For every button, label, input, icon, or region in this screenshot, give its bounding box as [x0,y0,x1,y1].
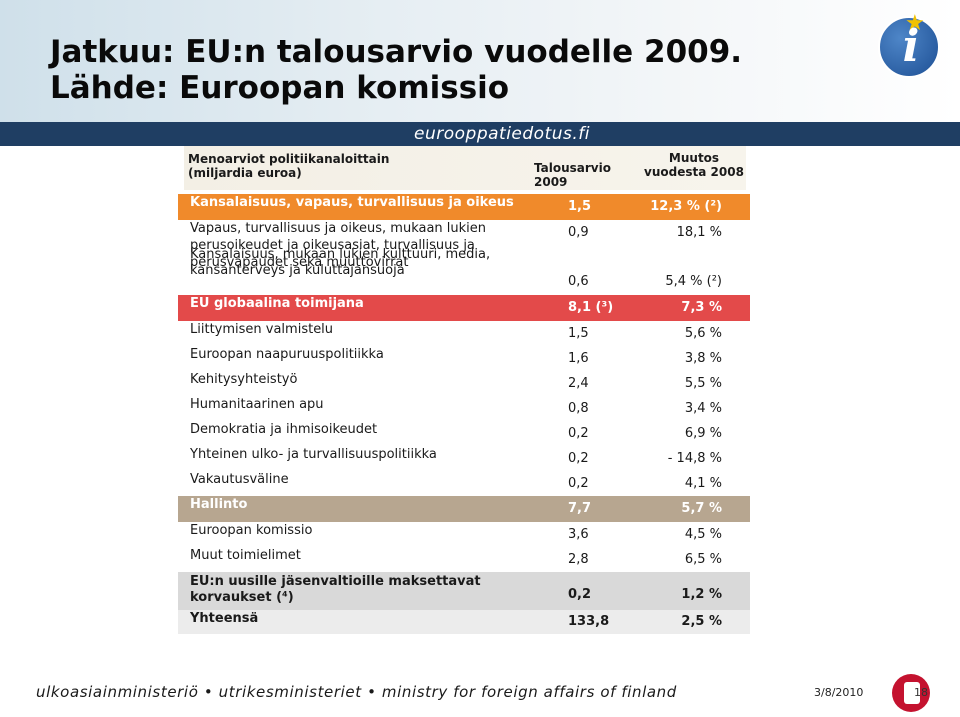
row-label: Kehitysyhteistyö [190,372,298,387]
table-row: Kansalaisuus, mukaan lukien kulttuuri, m… [178,245,750,295]
row-label: Kansalaisuus, mukaan lukien kulttuuri, m… [190,247,491,278]
row-change: 5,4 % (²) [665,274,722,289]
row-budget: 0,2 [568,426,589,441]
title-line-2: Lähde: Euroopan komissio [50,70,510,106]
row-label: Euroopan naapuruuspolitiikka [190,347,384,362]
row-change: 18,1 % [676,225,722,240]
section-row: Hallinto 7,7 5,7 % [178,496,750,522]
table-row: Vapaus, turvallisuus ja oikeus, mukaan l… [178,220,750,270]
title-line-1: Jatkuu: EU:n talousarvio vuodelle 2009. [50,34,743,70]
row-budget: 1,6 [568,351,589,366]
row-budget: 3,6 [568,527,589,542]
total-row: Yhteensä 133,8 2,5 % [178,610,750,634]
header-budget: Talousarvio 2009 [534,161,611,189]
row-label: Vakautusväline [190,472,289,487]
row-budget: 0,2 [568,451,589,466]
row-budget: 8,1 (³) [568,300,614,315]
table-row: Demokratia ja ihmisoikeudet 0,2 6,9 % [178,421,750,446]
table-row: Liittymisen valmistelu 1,5 5,6 % [178,321,750,346]
section-row: Kansalaisuus, vapaus, turvallisuus ja oi… [178,194,750,220]
row-budget: 1,5 [568,326,589,341]
row-budget: 0,9 [568,225,589,240]
row-label: Yhteinen ulko- ja turvallisuuspolitiikka [190,447,437,462]
row-change: - 14,8 % [667,451,722,466]
row-budget: 133,8 [568,614,610,629]
section-row: EU globaalina toimijana 8,1 (³) 7,3 % [178,295,750,321]
table-row: Euroopan naapuruuspolitiikka 1,6 3,8 % [178,346,750,371]
row-budget: 2,8 [568,552,589,567]
row-change: 3,8 % [684,351,722,366]
row-change: 6,5 % [684,552,722,567]
row-label: Liittymisen valmistelu [190,322,334,337]
table-header: Menoarviot politiikanaloittain (miljardi… [184,146,746,190]
slide-date: 3/8/2010 [814,686,864,699]
row-change: 6,9 % [684,426,722,441]
row-change: 2,5 % [681,614,722,629]
row-change: 5,6 % [684,326,722,341]
row-label: EU:n uusille jäsenvaltioille maksettavat… [190,574,481,605]
brand-bar: eurooppatiedotus.fi [0,122,960,146]
page-number: 18 [914,686,928,699]
row-budget: 0,6 [568,274,589,289]
header-change: Muutos vuodesta 2008 [644,151,744,179]
ministry-logo-mark [904,682,920,704]
row-budget: 0,8 [568,401,589,416]
row-budget: 0,2 [568,587,592,602]
table-row: Muut toimielimet 2,8 6,5 % [178,547,750,572]
table-row: Yhteinen ulko- ja turvallisuuspolitiikka… [178,446,750,471]
row-label: Muut toimielimet [190,548,301,563]
row-change: 5,7 % [681,501,722,516]
section-row: EU:n uusille jäsenvaltioille maksettavat… [178,572,750,610]
row-budget: 2,4 [568,376,589,391]
table-row: Vakautusväline 0,2 4,1 % [178,471,750,496]
row-change: 5,5 % [684,376,722,391]
budget-table: Menoarviot politiikanaloittain (miljardi… [178,146,750,680]
row-label: Humanitaarinen apu [190,397,324,412]
info-i-icon: i [902,21,920,72]
row-change: 7,3 % [681,300,722,315]
row-label: Kansalaisuus, vapaus, turvallisuus ja oi… [190,195,514,210]
row-label: EU globaalina toimijana [190,296,364,311]
row-change: 4,5 % [684,527,722,542]
footer-ministry: ulkoasiainministeriö • utrikesministerie… [36,683,677,701]
row-budget: 0,2 [568,476,589,491]
header-category: Menoarviot politiikanaloittain (miljardi… [188,152,390,180]
row-change: 4,1 % [684,476,722,491]
table-row: Humanitaarinen apu 0,8 3,4 % [178,396,750,421]
row-label: Hallinto [190,497,248,512]
row-label: Yhteensä [190,611,259,626]
brand-bar-text: eurooppatiedotus.fi [414,124,590,144]
table-row: Kehitysyhteistyö 2,4 5,5 % [178,371,750,396]
row-change: 12,3 % (²) [650,199,722,214]
header-background [0,0,960,122]
slide-title: Jatkuu: EU:n talousarvio vuodelle 2009. … [50,34,850,106]
row-label: Euroopan komissio [190,523,313,538]
star-icon: ★ [905,10,925,35]
row-change: 3,4 % [684,401,722,416]
row-label: Demokratia ja ihmisoikeudet [190,422,378,437]
row-budget: 1,5 [568,199,592,214]
row-label: Vapaus, turvallisuus ja oikeus, mukaan l… [190,221,487,270]
table-row: Euroopan komissio 3,6 4,5 % [178,522,750,547]
row-budget: 7,7 [568,501,592,516]
eu-info-logo [878,16,940,78]
row-change: 1,2 % [681,587,722,602]
